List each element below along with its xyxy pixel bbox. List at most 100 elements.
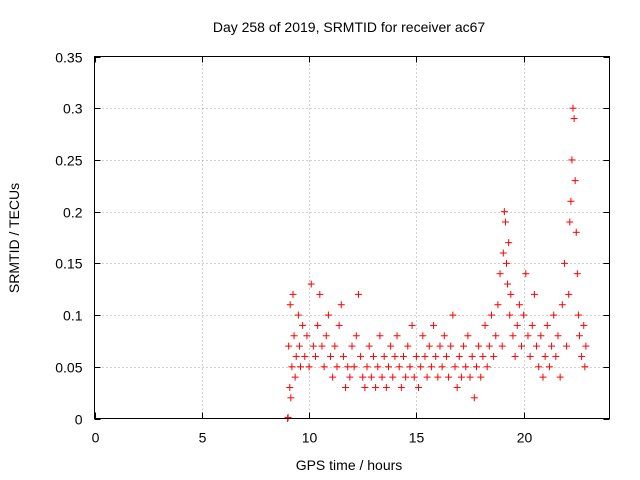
data-point — [580, 321, 588, 329]
data-point — [432, 352, 440, 360]
data-point — [286, 383, 294, 391]
data-point — [352, 332, 360, 340]
data-point — [548, 342, 556, 350]
data-point — [384, 363, 392, 371]
data-point — [339, 352, 347, 360]
data-point — [316, 290, 324, 298]
data-point — [505, 239, 513, 247]
data-point — [447, 342, 455, 350]
data-point — [434, 373, 442, 381]
data-point — [507, 290, 515, 298]
chart-title: Day 258 of 2019, SRMTID for receiver ac6… — [213, 19, 486, 35]
data-point — [518, 342, 526, 350]
data-point — [387, 342, 395, 350]
data-point — [314, 321, 322, 329]
data-point — [483, 363, 491, 371]
data-point — [570, 115, 578, 123]
data-point — [520, 311, 528, 319]
data-point — [470, 394, 478, 402]
data-point — [445, 373, 453, 381]
data-point — [545, 363, 553, 371]
data-point — [412, 352, 420, 360]
data-point — [528, 321, 536, 329]
data-point — [572, 228, 580, 236]
y-axis-title: SRMTID / TECUs — [6, 183, 22, 293]
data-point — [363, 363, 371, 371]
data-point — [530, 290, 538, 298]
data-point — [378, 373, 386, 381]
data-point — [504, 280, 512, 288]
data-point — [348, 342, 356, 350]
data-point — [376, 332, 384, 340]
data-point — [524, 332, 532, 340]
data-point — [350, 363, 358, 371]
data-point — [440, 332, 448, 340]
data-point — [417, 363, 425, 371]
data-point — [449, 311, 457, 319]
data-point — [288, 363, 296, 371]
x-tick-label: 5 — [199, 430, 207, 446]
data-point — [389, 373, 397, 381]
data-point — [329, 373, 337, 381]
data-point — [361, 383, 369, 391]
data-point — [522, 270, 530, 278]
data-point — [506, 311, 514, 319]
data-point — [526, 352, 534, 360]
y-tick-label: 0.05 — [55, 360, 82, 376]
data-point — [322, 332, 330, 340]
data-point — [372, 383, 380, 391]
data-point — [289, 290, 297, 298]
data-point — [500, 208, 508, 216]
data-point — [294, 311, 302, 319]
data-point — [442, 352, 450, 360]
data-point — [496, 270, 504, 278]
x-tick-label: 15 — [409, 430, 425, 446]
data-point — [291, 373, 299, 381]
data-point — [400, 352, 407, 360]
data-point — [533, 342, 541, 350]
grid-lines — [94, 56, 610, 419]
data-point — [408, 321, 416, 329]
data-point — [359, 373, 367, 381]
data-point — [537, 332, 545, 340]
data-point — [503, 259, 510, 267]
data-point — [406, 363, 414, 371]
data-point — [468, 352, 476, 360]
data-point — [354, 290, 362, 298]
data-point — [464, 332, 472, 340]
y-tick-label: 0.1 — [63, 308, 83, 324]
y-tick-label: 0.35 — [55, 50, 82, 66]
plot-frame — [94, 56, 610, 419]
data-point — [571, 177, 579, 185]
data-point — [303, 332, 311, 340]
x-tick-labels: 0 5 10 15 20 — [92, 430, 533, 446]
data-point — [485, 342, 493, 350]
data-point — [475, 342, 483, 350]
data-point — [563, 342, 571, 350]
data-point — [344, 363, 352, 371]
data-point — [578, 352, 586, 360]
data-point — [357, 352, 365, 360]
data-point — [285, 342, 293, 350]
data-point — [541, 352, 549, 360]
data-point — [425, 342, 433, 350]
y-tick-label: 0.15 — [55, 256, 82, 272]
data-point — [539, 373, 547, 381]
data-point — [423, 373, 431, 381]
data-point — [297, 363, 304, 371]
y-tick-label: 0.3 — [63, 101, 83, 117]
y-tick-label: 0.2 — [63, 205, 83, 221]
data-point — [284, 413, 292, 421]
data-point — [331, 342, 339, 350]
data-point — [550, 311, 558, 319]
data-point — [499, 249, 507, 257]
data-point — [460, 342, 468, 350]
y-tick-label: 0 — [75, 412, 83, 428]
data-point — [318, 342, 326, 350]
data-point — [438, 363, 446, 371]
data-point — [498, 342, 506, 350]
data-point — [415, 383, 423, 391]
data-point — [382, 383, 390, 391]
data-point — [292, 352, 300, 360]
data-point — [427, 363, 435, 371]
